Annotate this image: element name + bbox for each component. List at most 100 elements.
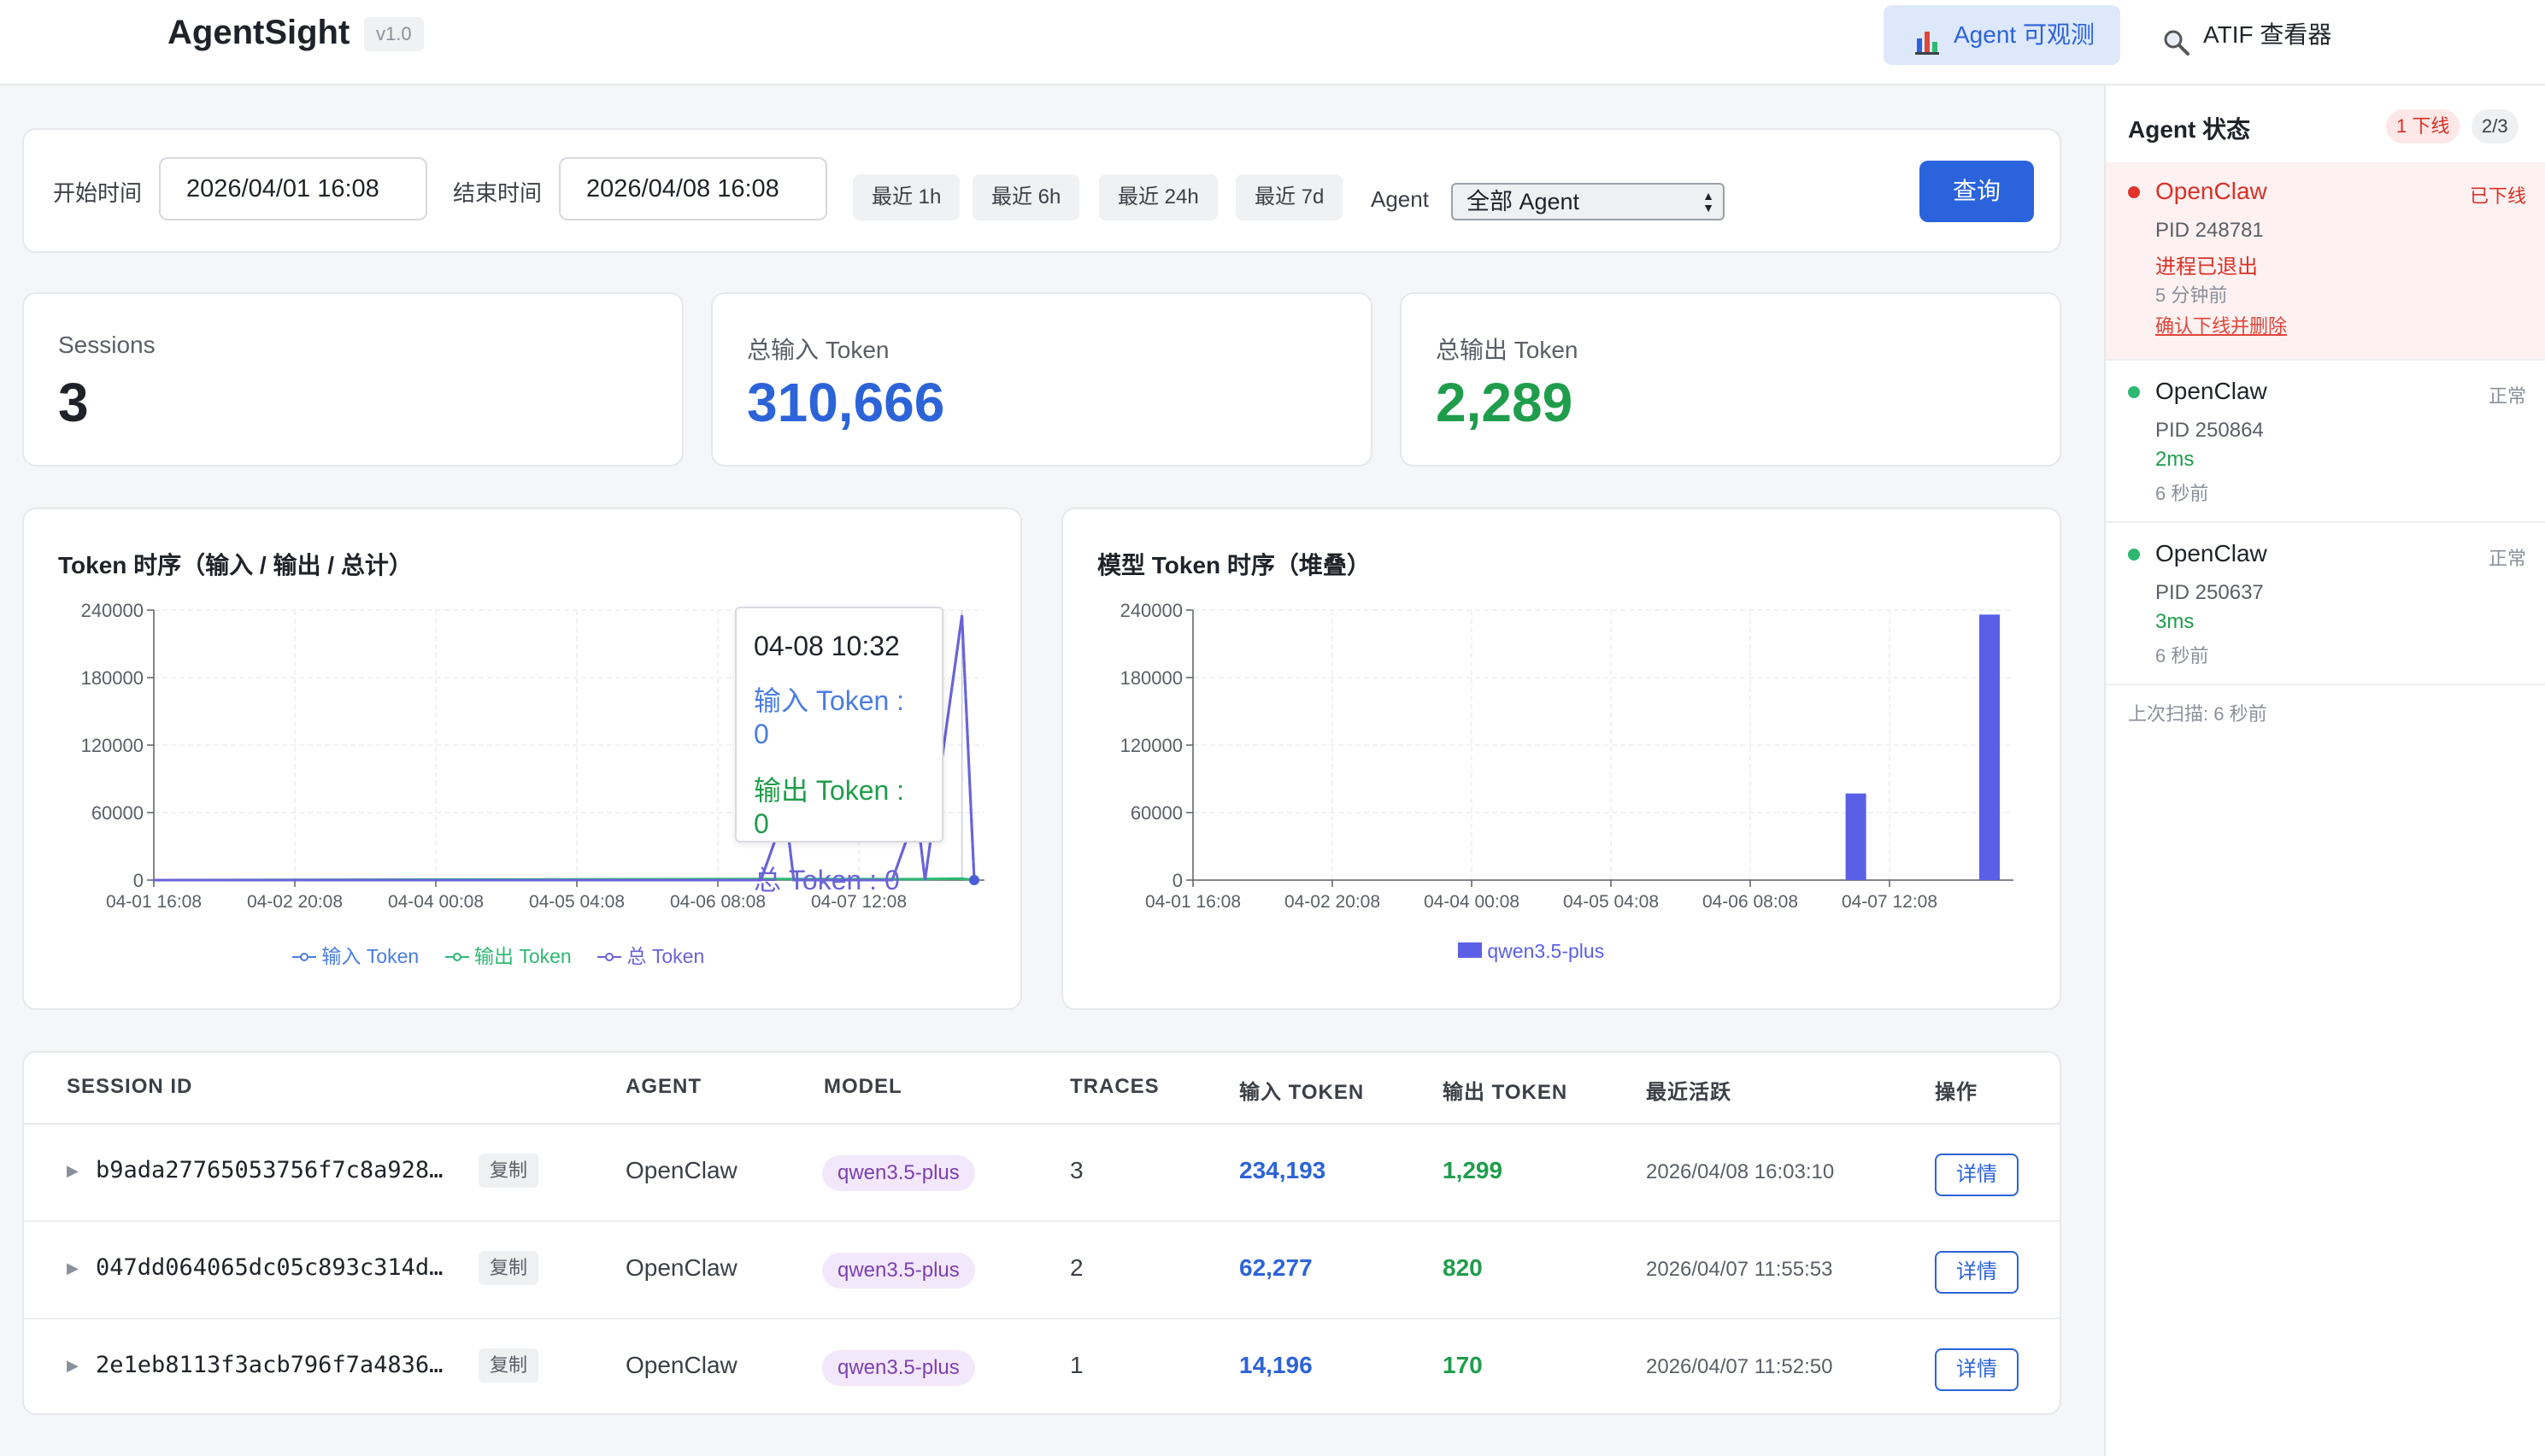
legend-qwen[interactable]: qwen3.5-plus (1458, 940, 1604, 963)
last-scan-text: 上次扫描: 6 秒前 (2128, 703, 2267, 725)
agent-select-value: 全部 Agent (1466, 189, 1580, 214)
traces-count: 3 (1070, 1157, 1084, 1183)
bar-1 (1979, 614, 2000, 880)
quick-range-24h[interactable]: 最近 24h (1099, 174, 1218, 220)
nav-agent-observability[interactable]: Agent 可观测 (1884, 5, 2120, 65)
stat-label: 总输出 Token (1436, 337, 1578, 363)
query-button[interactable]: 查询 (1919, 161, 2034, 222)
agent-latency: 2ms (2155, 448, 2195, 471)
chart-title: 模型 Token 时序（堆叠） (1097, 552, 1371, 578)
x-tick-label: 04-02 20:08 (247, 892, 343, 912)
agent-state: 正常 (2488, 385, 2526, 407)
y-tick-label: 0 (1173, 870, 1183, 891)
legend-label: qwen3.5-plus (1487, 940, 1605, 962)
last-active-time: 2026/04/07 11:52:50 (1646, 1355, 1833, 1378)
x-tick-label: 04-01 16:08 (106, 892, 202, 912)
output-token-value: 1,299 (1443, 1157, 1503, 1183)
y-tick-label: 240000 (81, 600, 144, 621)
legend-line-icon (597, 953, 622, 961)
table-row[interactable]: ▶ 047dd064065dc05c893c314d… 复制 OpenClaw … (24, 1222, 2060, 1319)
select-arrows-icon: ▲ ▼ (1702, 189, 1714, 214)
col-last-active: 最近活跃 (1646, 1081, 1731, 1104)
bar-0 (1845, 793, 1866, 880)
model-token-bar-chart[interactable]: 0 60000 120000 180000 240000 04-01 16:08 04-02… (1063, 509, 2063, 1012)
start-time-label: 开始时间 (53, 180, 143, 206)
top-header: AgentSight v1.0 Agent 可观测 ATIF 查看器 (0, 0, 2545, 85)
end-time-input[interactable]: 2026/04/08 16:08 (559, 157, 827, 220)
agent-item-offline[interactable]: OpenClaw 已下线 PID 248781 进程已退出 5 分钟前 确认下线… (2106, 162, 2545, 361)
table-row[interactable]: ▶ 2e1eb8113f3acb796f7a4836… 复制 OpenClaw … (24, 1319, 2060, 1413)
stat-value: 3 (58, 372, 89, 433)
x-tick-label: 04-02 20:08 (1284, 892, 1380, 912)
model-tag: qwen3.5-plus (822, 1253, 975, 1289)
agent-last-seen: 5 分钟前 (2155, 285, 2228, 306)
y-tick-label: 180000 (81, 667, 144, 689)
agent-last-seen: 6 秒前 (2155, 483, 2209, 504)
confirm-offline-delete-link[interactable]: 确认下线并删除 (2155, 315, 2288, 337)
start-time-input[interactable]: 2026/04/01 16:08 (159, 157, 427, 220)
model-tag: qwen3.5-plus (822, 1155, 975, 1191)
y-tick-label: 60000 (91, 802, 144, 824)
model-tag: qwen3.5-plus (822, 1350, 975, 1386)
x-tick-label: 04-05 04:08 (1563, 892, 1659, 912)
legend-input-token[interactable]: 输入 Token (292, 940, 419, 969)
session-id: b9ada27765053756f7c8a928… (96, 1157, 444, 1183)
token-timeseries-card: Token 时序（输入 / 输出 / 总计） 0 60000 120000 18000… (22, 508, 1022, 1010)
chart-legend: 输入 Token 输出 Token 总 Token (292, 940, 725, 969)
col-actions: 操作 (1935, 1081, 1978, 1104)
y-tick-label: 60000 (1131, 802, 1183, 824)
copy-button[interactable]: 复制 (479, 1154, 539, 1188)
col-session-id: SESSION ID (67, 1075, 193, 1098)
stat-value: 310,666 (747, 372, 945, 433)
agent-item-online[interactable]: OpenClaw 正常 PID 250864 2ms 6 秒前 (2106, 361, 2545, 523)
x-tick-label: 04-06 08:08 (1702, 892, 1798, 912)
agent-select[interactable]: 全部 Agent ▲ ▼ (1451, 183, 1725, 220)
session-id: 047dd064065dc05c893c314d… (96, 1254, 444, 1281)
expand-caret-icon[interactable]: ▶ (67, 1357, 79, 1374)
detail-button[interactable]: 详情 (1935, 1251, 2019, 1294)
magnifier-icon (2162, 20, 2191, 56)
filter-bar: 开始时间 2026/04/01 16:08 结束时间 2026/04/08 16… (22, 128, 2061, 253)
session-id: 2e1eb8113f3acb796f7a4836… (96, 1352, 444, 1378)
expand-caret-icon[interactable]: ▶ (67, 1162, 79, 1179)
copy-button[interactable]: 复制 (479, 1348, 539, 1383)
x-tick-label: 04-04 00:08 (1424, 892, 1519, 912)
nav-label: ATIF 查看器 (2203, 21, 2332, 48)
legend-output-token[interactable]: 输出 Token (444, 940, 572, 969)
end-time-label: 结束时间 (453, 180, 543, 206)
output-token-value: 820 (1443, 1254, 1483, 1281)
status-dot (2128, 386, 2140, 398)
agent-last-seen: 6 秒前 (2155, 645, 2209, 666)
last-active-time: 2026/04/08 16:03:10 (1646, 1160, 1835, 1183)
legend-total-token[interactable]: 总 Token (597, 940, 704, 969)
tooltip-total-token: 总 Token : 0 (754, 865, 900, 895)
quick-range-6h[interactable]: 最近 6h (973, 174, 1080, 220)
offline-badge: 1 下线 (2386, 109, 2460, 144)
stat-value: 2,289 (1436, 372, 1573, 433)
copy-button[interactable]: 复制 (479, 1251, 539, 1285)
x-tick-label: 04-04 00:08 (388, 892, 484, 912)
brand-logo[interactable]: AgentSight (168, 14, 350, 51)
agent-name: OpenClaw (2155, 540, 2267, 567)
chart-tooltip: 04-08 10:32 输入 Token : 0 输出 Token : 0 总 … (735, 607, 943, 895)
x-tick-label: 04-06 08:08 (670, 892, 766, 912)
expand-caret-icon[interactable]: ▶ (67, 1259, 79, 1277)
chart-legend: qwen3.5-plus (1458, 940, 1625, 963)
agent-item-online[interactable]: OpenClaw 正常 PID 250637 3ms 6 秒前 (2106, 523, 2545, 685)
col-output-token: 输出 TOKEN (1443, 1081, 1568, 1104)
quick-range-1h[interactable]: 最近 1h (853, 174, 961, 220)
agent-name: OpenClaw (626, 1157, 738, 1183)
col-model: MODEL (824, 1075, 902, 1098)
table-row[interactable]: ▶ b9ada27765053756f7c8a928… 复制 OpenClaw … (24, 1124, 2060, 1222)
agent-state: 已下线 (2469, 185, 2526, 207)
detail-button[interactable]: 详情 (1935, 1348, 2019, 1391)
nav-atif-viewer[interactable]: ATIF 查看器 (2133, 5, 2357, 65)
agent-filter-label: Agent (1371, 186, 1429, 212)
detail-button[interactable]: 详情 (1935, 1154, 2019, 1196)
x-tick-label: 04-05 04:08 (529, 892, 625, 912)
model-token-card: 模型 Token 时序（堆叠） 0 60000 120000 180000 240000… (1061, 508, 2061, 1010)
agent-latency: 3ms (2155, 610, 2195, 633)
traces-count: 2 (1070, 1254, 1084, 1281)
hover-point (969, 875, 979, 885)
quick-range-7d[interactable]: 最近 7d (1236, 174, 1343, 220)
